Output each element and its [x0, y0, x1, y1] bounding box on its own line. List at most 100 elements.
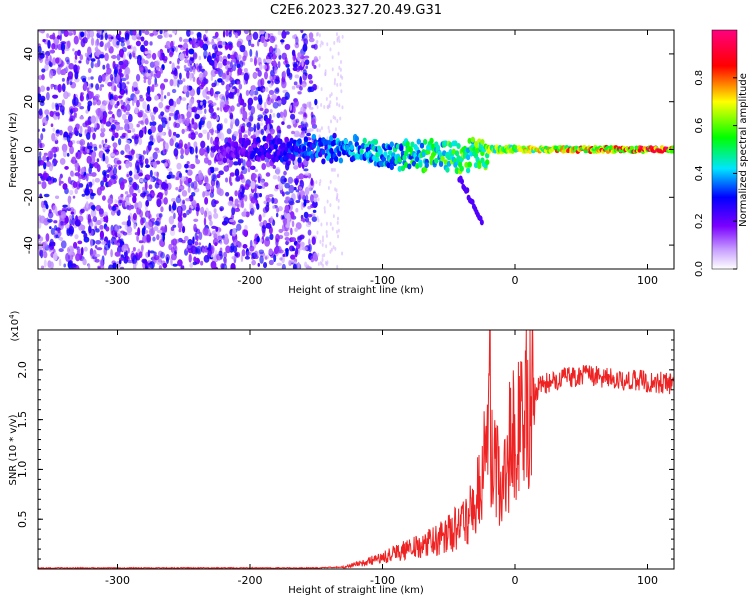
spectrogram-cell: [297, 157, 302, 164]
spectrogram-cell: [139, 155, 142, 162]
spectrogram-cell: [136, 123, 140, 128]
spectrogram-cell: [42, 155, 47, 162]
colorbar-gradient: [711, 29, 738, 270]
spectrogram-cell: [304, 59, 310, 66]
spectrogram-cell: [418, 161, 423, 168]
spectrogram-cell: [135, 40, 141, 47]
spectrogram-cell: [196, 86, 201, 96]
spectrogram-cell: [243, 30, 250, 35]
spectrogram-cell: [38, 30, 43, 33]
spectrogram-cell: [169, 228, 176, 237]
spectrogram-cell: [61, 83, 66, 93]
spectrogram-cell: [284, 177, 287, 183]
spectrogram-cell: [57, 83, 62, 93]
spectrogram-cell: [153, 254, 160, 261]
spectrogram-cell: [291, 49, 296, 57]
spectrogram-cell: [316, 39, 319, 44]
spectrogram-cell: [136, 99, 140, 108]
y-tick-label: 2.0: [16, 361, 29, 379]
spectrogram-cell: [131, 85, 135, 93]
spectrogram-cell: [102, 146, 108, 151]
spectrogram-cell: [101, 73, 106, 82]
spectrogram-cell: [234, 168, 240, 177]
spectrogram-cell: [106, 173, 110, 179]
spectrogram-cell: [95, 240, 102, 245]
spectrogram-cell: [307, 229, 312, 236]
spectrogram-cell: [219, 93, 225, 100]
spectrogram-cell: [48, 180, 52, 185]
spectrogram-cell: [116, 74, 121, 83]
spectrogram-cell: [269, 109, 273, 114]
spectrogram-cell: [90, 83, 94, 88]
spectrogram-cell: [158, 265, 163, 269]
spectrogram-cell: [195, 245, 202, 255]
spectrogram-cell: [311, 216, 318, 222]
spectrogram-cell: [153, 220, 160, 226]
spectrogram-cell: [320, 102, 323, 107]
spectrogram-cell: [68, 245, 73, 250]
spectrogram-cell: [153, 106, 157, 115]
spectrogram-cell: [179, 72, 182, 80]
spectrogram-cell: [274, 88, 280, 94]
spectrogram-cell: [224, 233, 229, 241]
spectrogram-cell: [293, 81, 298, 86]
spectrogram-cell: [144, 125, 147, 135]
spectrogram-cell: [41, 181, 47, 190]
spectrogram-cell: [289, 113, 296, 120]
spectrogram-cell: [116, 108, 122, 118]
spectrogram-cell: [298, 111, 304, 115]
spectrogram-cell: [484, 159, 490, 166]
spectrogram-cell: [465, 187, 470, 194]
spectrogram-cell: [246, 251, 251, 257]
spectrogram-cell: [211, 43, 218, 50]
spectrogram-cell: [295, 189, 300, 193]
spectrogram-cell: [220, 101, 226, 108]
spectrogram-cell: [112, 262, 117, 269]
spectrogram-cell: [260, 128, 265, 136]
spectrogram-cell: [212, 112, 217, 120]
spectrogram-cell: [288, 259, 291, 266]
colorbar-tick-label: 0.8: [694, 70, 705, 86]
spectrogram-cell: [67, 250, 74, 256]
spectrogram-cell: [198, 231, 203, 241]
spectrogram-cell: [203, 34, 207, 42]
spectrogram-cell: [241, 211, 247, 217]
spectrogram-cell: [198, 169, 203, 178]
spectrogram-cell: [87, 145, 93, 150]
spectrogram-cell: [172, 30, 177, 34]
spectrogram-cell: [186, 70, 190, 79]
spectrogram-cell: [38, 241, 43, 251]
spectrogram-cell: [190, 245, 197, 255]
spectrogram-cell: [281, 142, 286, 149]
spectrogram-cell: [208, 214, 212, 222]
spectrogram-cell: [307, 184, 312, 192]
spectrogram-cell: [362, 137, 367, 144]
spectrogram-cell: [479, 219, 484, 226]
spectrogram-cell: [104, 138, 108, 144]
spectrogram-cell: [323, 104, 326, 109]
spectrogram-cell: [245, 159, 252, 168]
spectrogram-cell: [105, 121, 112, 127]
spectrogram-cell: [275, 166, 281, 176]
spectrogram-cell: [147, 249, 151, 258]
spectrogram-cell: [125, 103, 131, 112]
spectrogram-cell: [297, 162, 302, 169]
spectrogram-cell: [245, 76, 249, 85]
spectrogram-cell: [63, 91, 69, 100]
spectrogram-cell: [146, 103, 150, 112]
spectrogram-cell: [192, 66, 196, 75]
spectrogram-cell: [456, 143, 461, 150]
spectrogram-cell: [39, 142, 43, 149]
spectrogram-cell: [175, 176, 180, 181]
spectrogram-cell: [188, 133, 192, 139]
x-tick-label: -300: [105, 274, 130, 287]
spectrogram-cell: [253, 123, 257, 133]
spectrogram-cell: [240, 254, 244, 263]
spectrogram-cell: [339, 67, 342, 72]
spectrogram-cell: [334, 246, 337, 251]
spectrogram-cell: [156, 229, 163, 234]
spectrogram-cell: [192, 76, 196, 82]
spectrogram-cell: [184, 143, 188, 150]
spectrogram-cell: [292, 263, 297, 269]
colorbar-tick-label: 0.4: [694, 165, 705, 181]
